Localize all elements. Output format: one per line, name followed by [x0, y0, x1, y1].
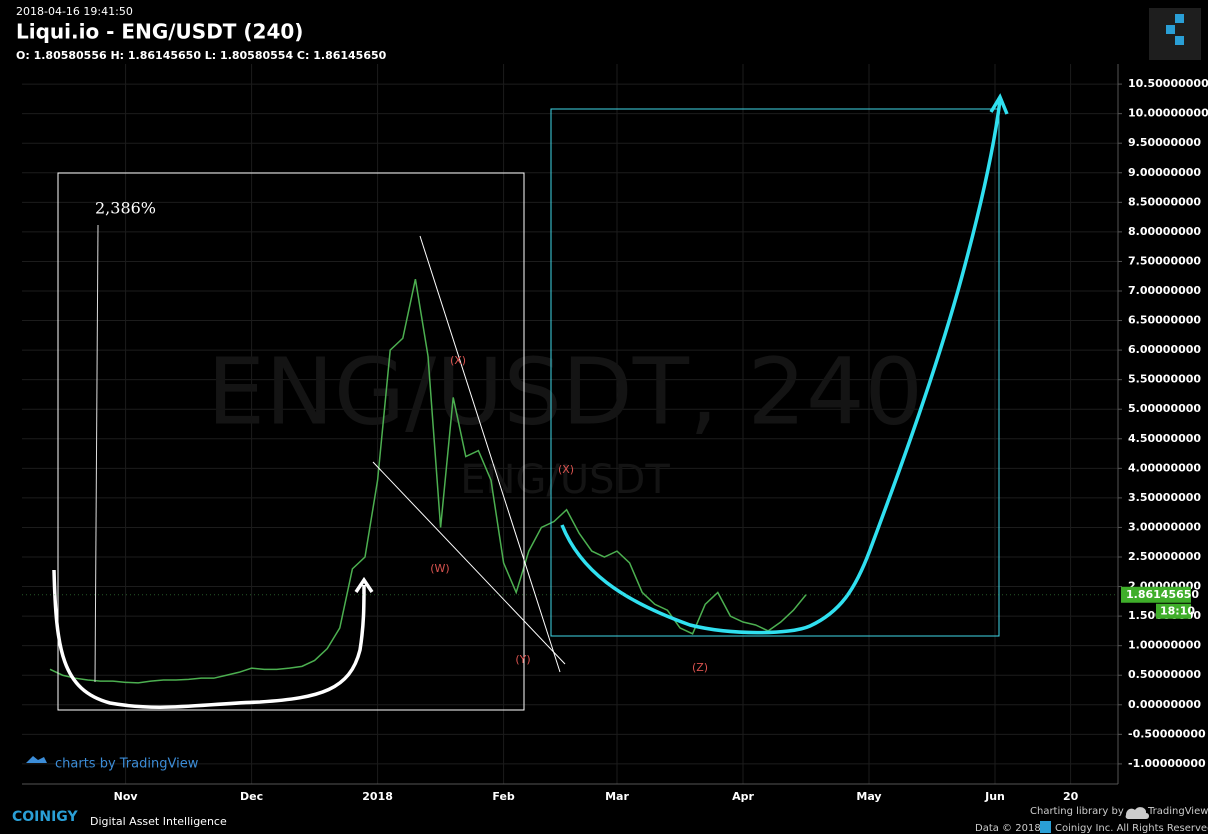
logo: [1166, 25, 1175, 34]
annotation: 2,386%: [95, 199, 156, 218]
library-note: Charting library by: [1030, 806, 1124, 817]
annotation: (X): [450, 354, 466, 367]
timestamp: 2018-04-16 19:41:50: [16, 5, 133, 18]
price-label-box: [1121, 586, 1191, 603]
y-tick-label: 7.00000000: [1128, 284, 1201, 297]
y-tick-label: 6.50000000: [1128, 314, 1201, 327]
tradingview-icon: [1125, 807, 1149, 819]
copyright: Data © 2018: [975, 823, 1041, 834]
y-tick-label: 9.00000000: [1128, 166, 1201, 179]
countdown-box: [1156, 603, 1191, 619]
y-tick-label: -0.50000000: [1128, 727, 1206, 740]
y-tick-label: 7.50000000: [1128, 254, 1201, 267]
trend-line: [372, 461, 566, 665]
y-tick-label: 5.50000000: [1128, 373, 1201, 386]
price-label: 1.86145650: [1126, 588, 1199, 601]
x-tick-label: Dec: [240, 790, 263, 803]
drawing-curve: [560, 93, 1009, 635]
y-tick-label: 4.00000000: [1128, 461, 1201, 474]
y-tick-label: 0.00000000: [1128, 698, 1201, 711]
annotation: (W): [430, 562, 449, 575]
tagline: Digital Asset Intelligence: [90, 815, 227, 828]
y-tick-label: 0.50000000: [1128, 668, 1201, 681]
y-tick-label: 8.50000000: [1128, 195, 1201, 208]
watermark-symbol: ENG/USDT: [460, 457, 670, 503]
y-tick-label: 3.00000000: [1128, 520, 1201, 533]
drawing-curve: [52, 569, 374, 709]
logo: [1175, 36, 1184, 45]
y-tick-label: 3.50000000: [1128, 491, 1201, 504]
attribution: charts by TradingView: [55, 757, 199, 772]
x-tick-label: 20: [1063, 790, 1079, 803]
price-line: [49, 279, 807, 684]
y-tick-label: 4.50000000: [1128, 432, 1201, 445]
x-tick-label: Nov: [114, 790, 139, 803]
x-tick-label: Apr: [732, 790, 754, 803]
drawing-box: [550, 108, 1000, 637]
drawing-line: [94, 224, 99, 683]
annotation: (X): [558, 463, 574, 476]
y-tick-label: 10.50000000: [1128, 77, 1208, 90]
y-tick-label: 1.00000000: [1128, 639, 1201, 652]
logo: [1175, 14, 1184, 23]
x-tick-label: Jun: [984, 790, 1005, 803]
annotation: (Z): [692, 661, 708, 674]
x-tick-label: May: [856, 790, 881, 803]
x-tick-label: Feb: [492, 790, 515, 803]
y-tick-label: 10.00000000: [1128, 107, 1208, 120]
y-tick-label: 5.00000000: [1128, 402, 1201, 415]
logo: [1040, 821, 1051, 833]
y-tick-label: 8.00000000: [1128, 225, 1201, 238]
y-tick-label: 2.50000000: [1128, 550, 1201, 563]
drawing-box: [57, 172, 525, 711]
rights: Coinigy Inc. All Rights Reserved.: [1055, 823, 1208, 834]
title: Liqui.io - ENG/USDT (240): [16, 20, 303, 44]
library: TradingView: [1147, 806, 1208, 817]
annotation: (Y): [515, 653, 530, 666]
tradingview-icon: [26, 756, 47, 763]
x-tick-label: 2018: [362, 790, 393, 803]
watermark: ENG/USDT, 240: [207, 338, 923, 445]
y-tick-label: 9.50000000: [1128, 136, 1201, 149]
y-tick-label: -1.00000000: [1128, 757, 1206, 770]
trend-line: [419, 235, 561, 673]
ohlc: O: 1.80580556 H: 1.86145650 L: 1.8058055…: [16, 49, 387, 62]
series-layer: [49, 279, 807, 684]
brand: COINIGY: [12, 809, 78, 825]
y-tick-label: 6.00000000: [1128, 343, 1201, 356]
countdown: 18:10: [1160, 604, 1195, 617]
x-tick-label: Mar: [605, 790, 629, 803]
